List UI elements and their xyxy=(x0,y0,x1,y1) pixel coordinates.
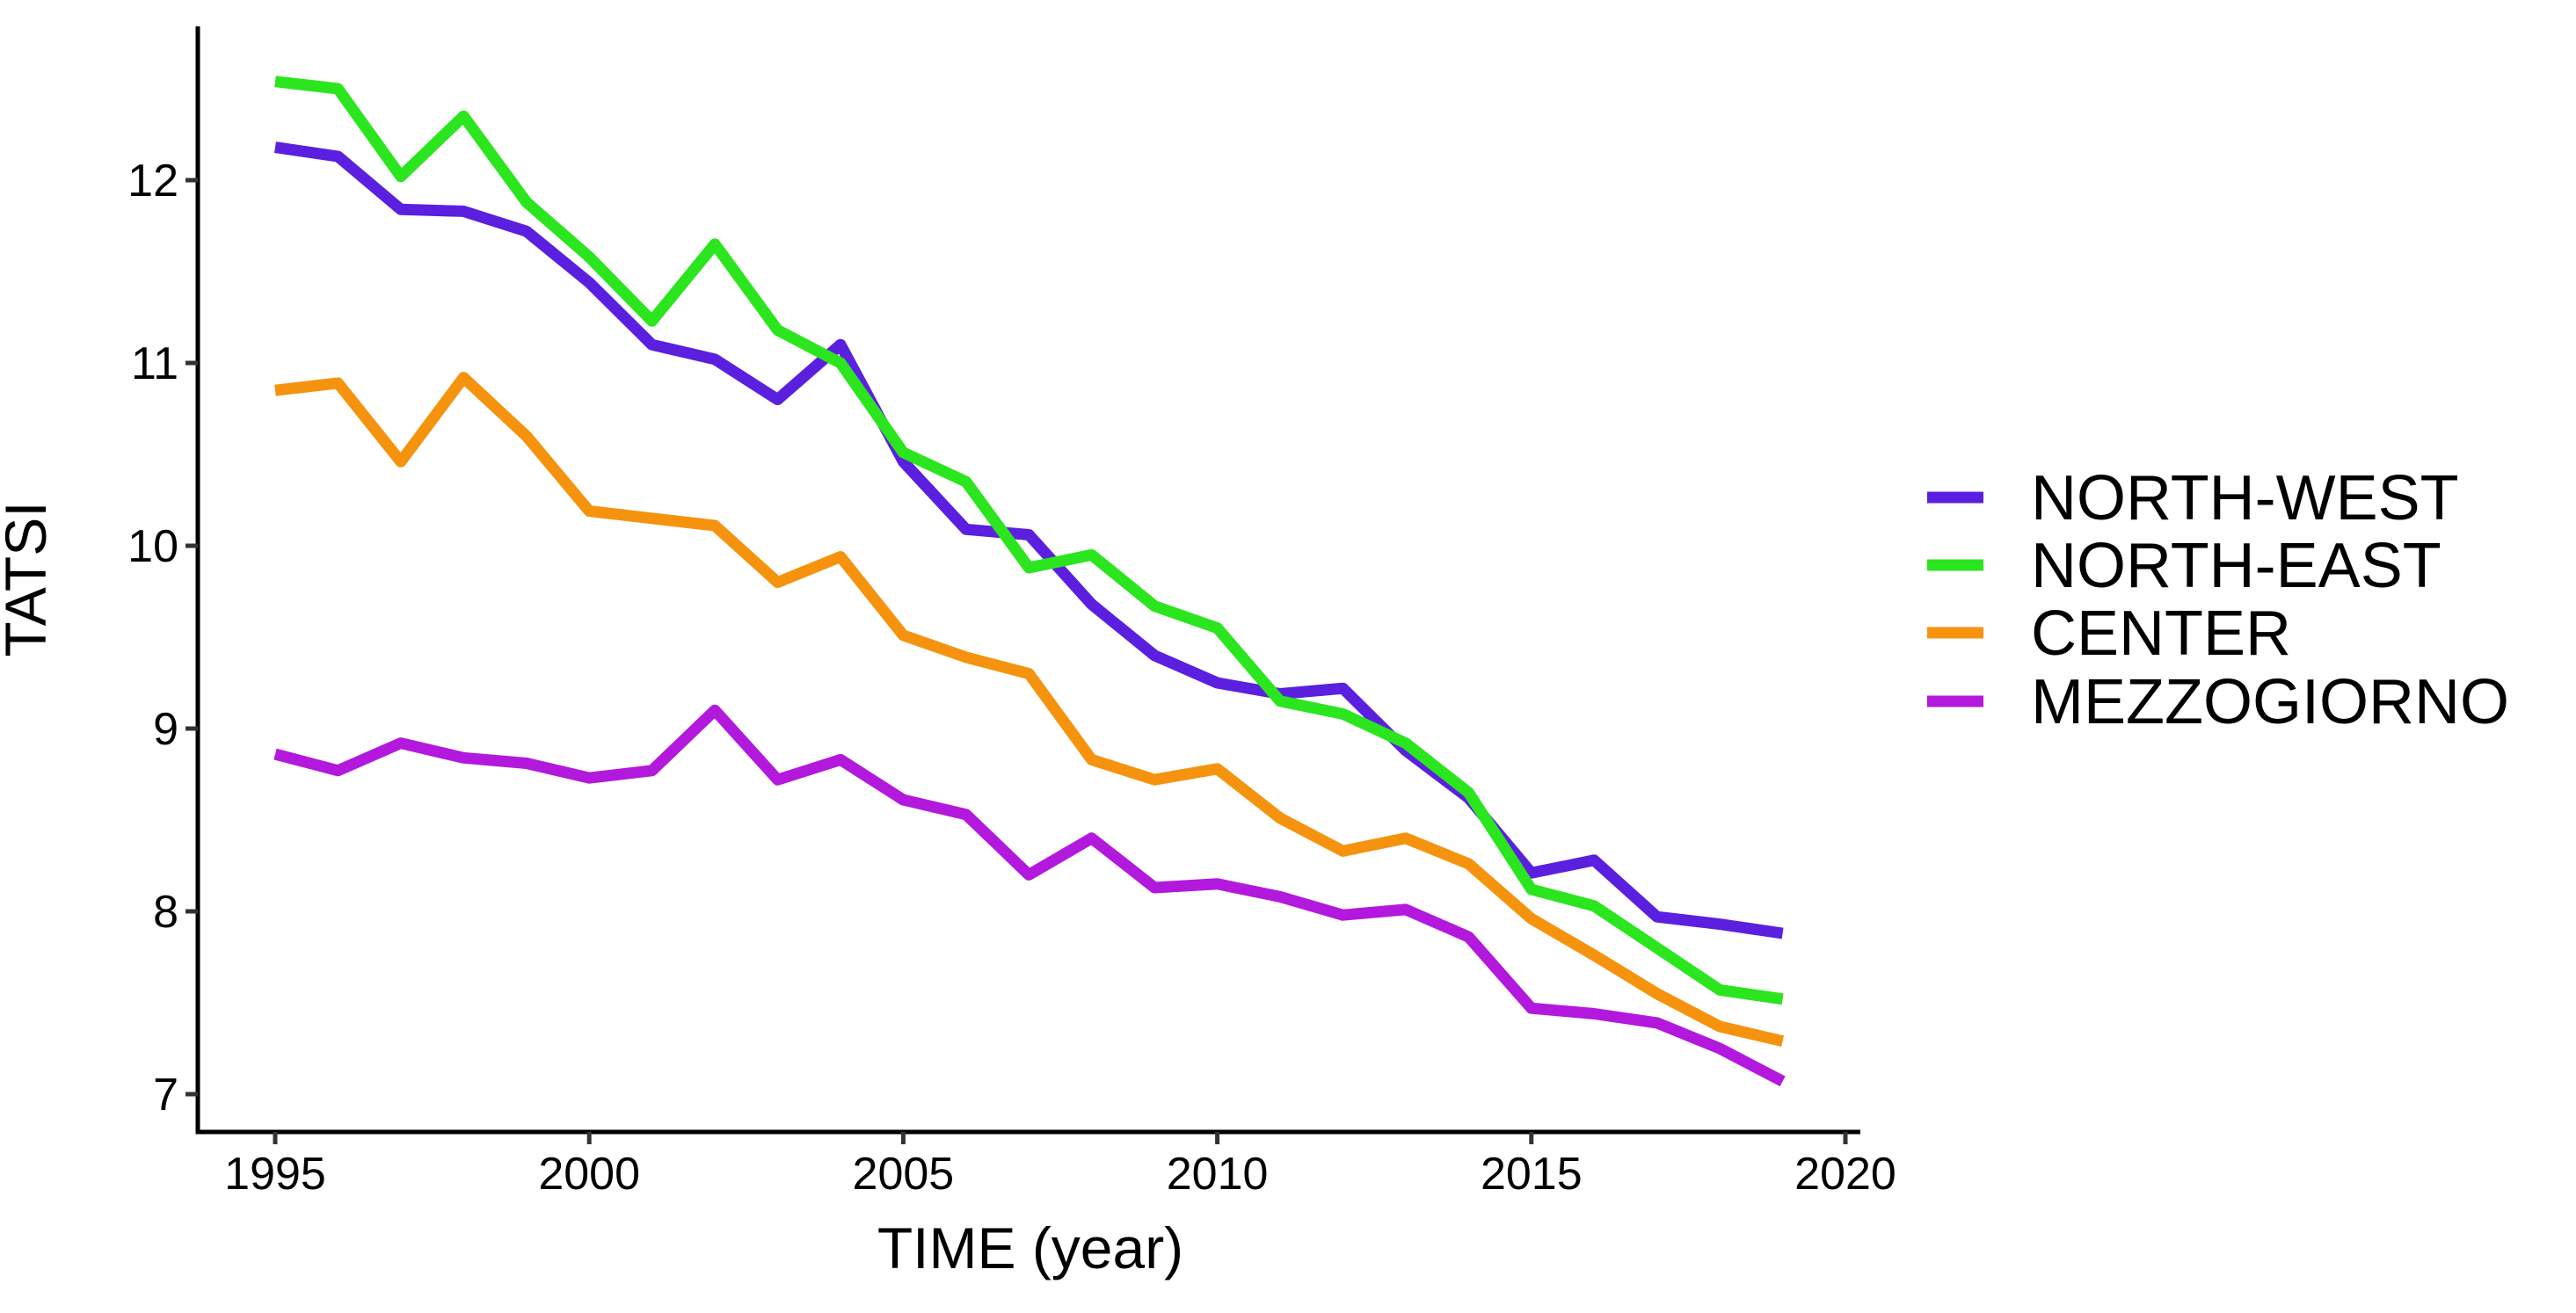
y-tick-label: 10 xyxy=(127,521,178,572)
legend-key-center xyxy=(1927,627,1983,639)
legend-label: NORTH-WEST xyxy=(2031,463,2459,533)
x-tick-label: 2000 xyxy=(538,1149,640,1200)
legend-label: CENTER xyxy=(2031,598,2291,669)
x-axis-title: TIME (year) xyxy=(877,1215,1183,1280)
x-tick-label: 2005 xyxy=(853,1149,955,1200)
y-tick-label: 12 xyxy=(127,156,178,207)
y-tick-label: 8 xyxy=(153,887,178,938)
series-line-north-east xyxy=(274,76,1784,1005)
x-tick-label: 1995 xyxy=(224,1149,326,1200)
x-tick-label: 2020 xyxy=(1794,1149,1896,1200)
y-tick-label: 11 xyxy=(131,338,178,389)
series-line-north-west xyxy=(274,141,1784,939)
x-tick-label: 2015 xyxy=(1481,1149,1583,1200)
series-line-mezzogiorno xyxy=(273,704,1786,1087)
y-tick-label: 7 xyxy=(153,1070,178,1121)
legend-label: NORTH-EAST xyxy=(2031,531,2441,601)
x-tick-label: 2010 xyxy=(1167,1149,1269,1200)
series-line-center xyxy=(274,372,1785,1048)
legend-key-mezzogiorno xyxy=(1927,695,1983,707)
y-axis-title: TATSI xyxy=(0,501,58,656)
y-tick-label: 9 xyxy=(153,704,178,755)
legend-key-north-east xyxy=(1927,559,1983,571)
legend-key-north-west xyxy=(1927,491,1983,504)
legend-label: MEZZOGIORNO xyxy=(2031,667,2509,737)
